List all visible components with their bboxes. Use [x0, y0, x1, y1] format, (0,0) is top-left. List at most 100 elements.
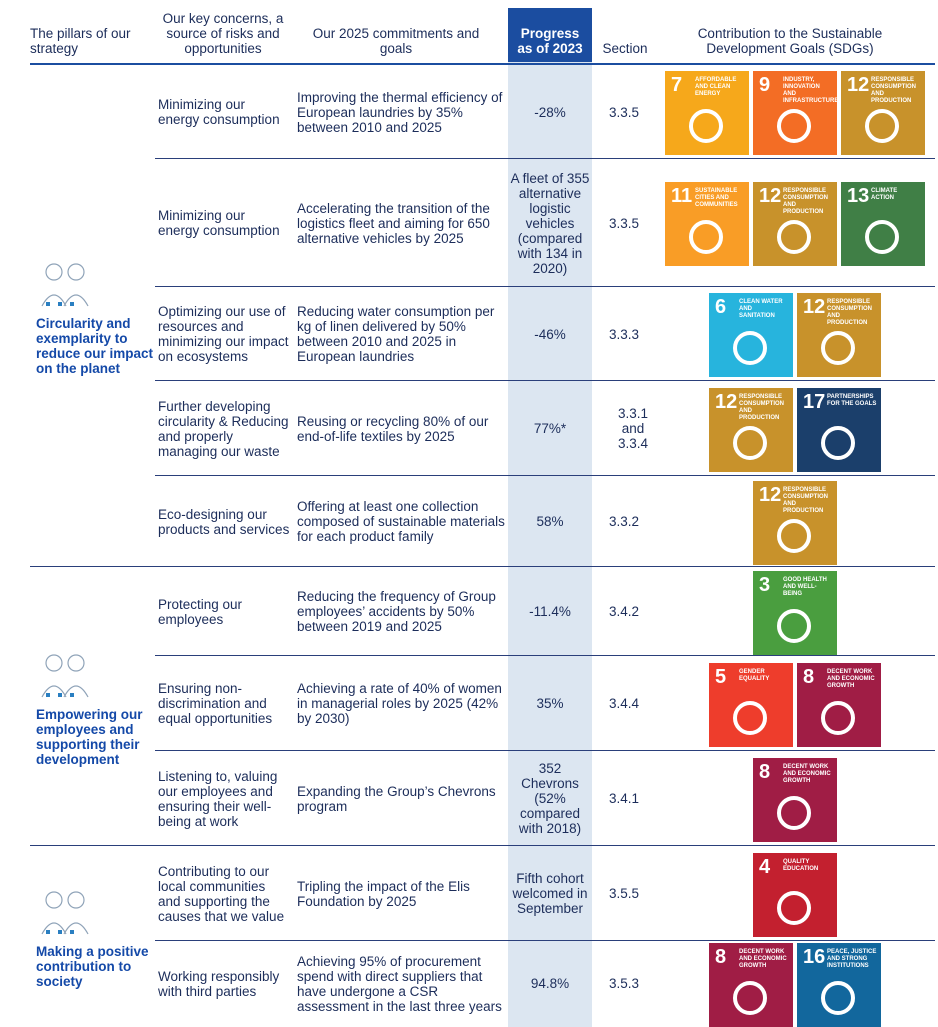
sdg-label: Decent work and economic growth: [783, 763, 831, 784]
sdg-label: Responsible consumption and production: [783, 188, 828, 215]
sdg-label: Responsible consumption and production: [827, 299, 872, 326]
sdg-number: 9: [759, 74, 771, 96]
progress: A fleet of 355 alternative logistic vehi…: [510, 170, 590, 276]
sdg-label: Partnerships for the goals: [827, 393, 877, 407]
sdg-icon: 11 Sustainable cities and communities: [665, 182, 749, 266]
sdg-label: Climate action: [871, 188, 898, 201]
section: 3.4.2: [609, 604, 640, 619]
concern: Ensuring non-discrimination and equal op…: [158, 681, 273, 726]
concern: Working responsibly with third parties: [158, 968, 280, 999]
row-rule: [155, 940, 935, 941]
sdg-number: 11: [671, 185, 693, 207]
sdg-glyph: [733, 980, 767, 1015]
header-goals: Our 2025 commitments and goals: [312, 26, 480, 56]
pillar-icon: [41, 653, 89, 697]
concern: Contributing to our local communities an…: [158, 863, 285, 924]
section: 3.3.5: [609, 104, 640, 120]
sdg-label: Industry, innovation and infrastructure: [783, 77, 837, 104]
sdg-glyph: [777, 795, 811, 830]
row-rule: [155, 475, 935, 476]
sdg-icon: 6 Clean water and sanitation: [709, 293, 793, 377]
sdg-glyph: [733, 700, 767, 735]
section: 3.5.3: [609, 976, 640, 991]
sdg-label: Quality education: [783, 858, 819, 872]
sdg-label: Responsible consumption and production: [783, 486, 828, 514]
sdg-glyph: [689, 109, 723, 143]
section: 3.3.2: [609, 514, 640, 529]
sdg-number: 4: [759, 855, 771, 878]
sdg-icon: 12 Responsible consumption and production: [797, 293, 881, 377]
progress-column-bg: [508, 62, 592, 1027]
sdg-glyph: [777, 518, 811, 553]
sdg-label: Clean water and sanitation: [739, 299, 783, 319]
pillar-title: Empowering our employees and supporting …: [36, 706, 143, 767]
sdg-icon: 8 Decent work and economic growth: [797, 662, 881, 747]
sdg-label: Responsible consumption and production: [871, 77, 916, 104]
sdg-icon: 8 Decent work and economic growth: [753, 757, 837, 842]
pillar-icon: [41, 890, 89, 934]
section: 3.3.3: [609, 326, 640, 342]
sdg-icon: 12 Responsible consumption and production: [753, 480, 837, 565]
section: 3.4.1: [609, 791, 640, 806]
sdg-number: 8: [715, 945, 727, 968]
header-concerns: Our key concerns, a source of risks and …: [162, 11, 284, 56]
progress: 77%*: [533, 421, 567, 436]
progress: -46%: [534, 326, 566, 342]
sdg-label: Good health and well-being: [783, 576, 827, 597]
goal: Accelerating the transition of the logis…: [297, 200, 490, 246]
sdg-icon: 16 Peace, justice and strong institutions: [797, 942, 881, 1027]
progress-header-bg: [508, 8, 592, 62]
sdg-glyph: [733, 425, 767, 460]
row-rule: [155, 158, 935, 159]
sdg-number: 8: [759, 760, 771, 783]
sdg-glyph: [821, 980, 855, 1015]
goal: Tripling the impact of the Elis Foundati…: [297, 878, 470, 909]
row-rule: [155, 286, 935, 287]
progress: -11.4%: [529, 604, 571, 619]
section: 3.5.5: [609, 886, 640, 901]
sdg-label: Responsible consumption and production: [739, 393, 784, 421]
goal: Achieving 95% of procurement spend with …: [297, 953, 502, 1014]
concern: Listening to, valuing our employees and …: [158, 768, 278, 829]
progress: -28%: [534, 104, 566, 120]
row-rule: [30, 845, 935, 846]
progress: 35%: [536, 696, 564, 711]
concern: Minimizing our energy consumption: [158, 97, 280, 127]
sdg-number: 13: [847, 185, 870, 207]
header-section: Section: [602, 41, 648, 56]
sdg-icon: 12 Responsible consumption and production: [841, 71, 925, 155]
sdg-label: Peace, justice and strong institutions: [827, 948, 877, 969]
row-rule: [155, 655, 935, 656]
sdg-number: 12: [803, 296, 826, 318]
pillar: Circularity and exemplarity to reduce ou…: [36, 66, 154, 568]
sdg-number: 16: [803, 945, 826, 968]
pillar-title: Making a positive contribution to societ…: [36, 943, 149, 989]
sdg-glyph: [777, 109, 811, 143]
sdg-glyph: [733, 331, 767, 365]
sdg-icon: 8 Decent work and economic growth: [709, 942, 793, 1027]
sdg-glyph: [777, 220, 811, 254]
sdg-icon: 9 Industry, innovation and infrastructure: [753, 71, 837, 155]
header-pillars: The pillars of our strategy: [30, 26, 131, 56]
sdg-label: Affordable and clean energy: [695, 77, 737, 97]
goal: Reducing the frequency of Group employee…: [297, 589, 496, 634]
row-rule: [30, 566, 935, 567]
sdg-number: 12: [847, 74, 870, 96]
goal: Improving the thermal efficiency of Euro…: [297, 89, 503, 135]
sdg-number: 12: [715, 390, 738, 413]
goal: Offering at least one collection compose…: [297, 499, 505, 544]
sdg-number: 6: [715, 296, 727, 318]
header-rule: [30, 63, 935, 65]
section: 3.3.1 and 3.3.4: [617, 406, 649, 451]
row-rule: [155, 380, 935, 381]
sdg-glyph: [777, 608, 811, 643]
sdg-glyph: [821, 700, 855, 735]
sdg-icon: 12 Responsible consumption and production: [753, 182, 837, 266]
sdg-number: 17: [803, 390, 826, 413]
goal: Reducing water consumption per kg of lin…: [297, 304, 495, 364]
sdg-number: 5: [715, 665, 727, 688]
sdg-number: 7: [671, 74, 683, 96]
progress: 352 Chevrons (52% compared with 2018): [518, 761, 582, 836]
header-progress: Progress as of 2023: [517, 26, 583, 56]
